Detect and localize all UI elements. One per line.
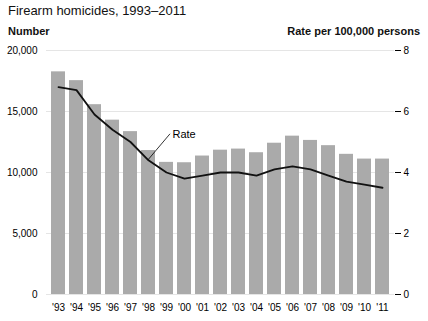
- svg-text:8: 8: [404, 45, 410, 56]
- svg-text:'05: '05: [268, 302, 281, 313]
- svg-text:'95: '95: [88, 302, 101, 313]
- svg-text:'04: '04: [250, 302, 263, 313]
- svg-text:15,000: 15,000: [7, 106, 38, 117]
- svg-text:'06: '06: [286, 302, 299, 313]
- svg-text:'99: '99: [160, 302, 173, 313]
- svg-text:'94: '94: [70, 302, 83, 313]
- svg-text:'08: '08: [322, 302, 335, 313]
- svg-text:0: 0: [32, 289, 38, 300]
- svg-text:Rate: Rate: [173, 128, 196, 140]
- svg-text:10,000: 10,000: [7, 167, 38, 178]
- svg-text:'00: '00: [178, 302, 191, 313]
- svg-text:'98: '98: [142, 302, 155, 313]
- svg-text:'93: '93: [52, 302, 65, 313]
- svg-text:5,000: 5,000: [12, 228, 37, 239]
- svg-text:4: 4: [404, 167, 410, 178]
- svg-text:'02: '02: [214, 302, 227, 313]
- svg-text:20,000: 20,000: [7, 45, 38, 56]
- svg-text:2: 2: [404, 228, 410, 239]
- svg-text:'09: '09: [340, 302, 353, 313]
- svg-text:0: 0: [404, 289, 410, 300]
- svg-text:'97: '97: [124, 302, 137, 313]
- svg-text:'10: '10: [358, 302, 371, 313]
- html-text:Number: Number: [8, 25, 50, 37]
- svg-text:'11: '11: [376, 302, 389, 313]
- html-text:Rate per 100,000 persons: Rate per 100,000 persons: [287, 25, 420, 37]
- svg-text:6: 6: [404, 106, 410, 117]
- svg-text:'03: '03: [232, 302, 245, 313]
- svg-text:'01: '01: [196, 302, 209, 313]
- svg-text:'96: '96: [106, 302, 119, 313]
- svg-text:'07: '07: [304, 302, 317, 313]
- html-text:Firearm homicides, 1993–2011: Firearm homicides, 1993–2011: [8, 3, 187, 18]
